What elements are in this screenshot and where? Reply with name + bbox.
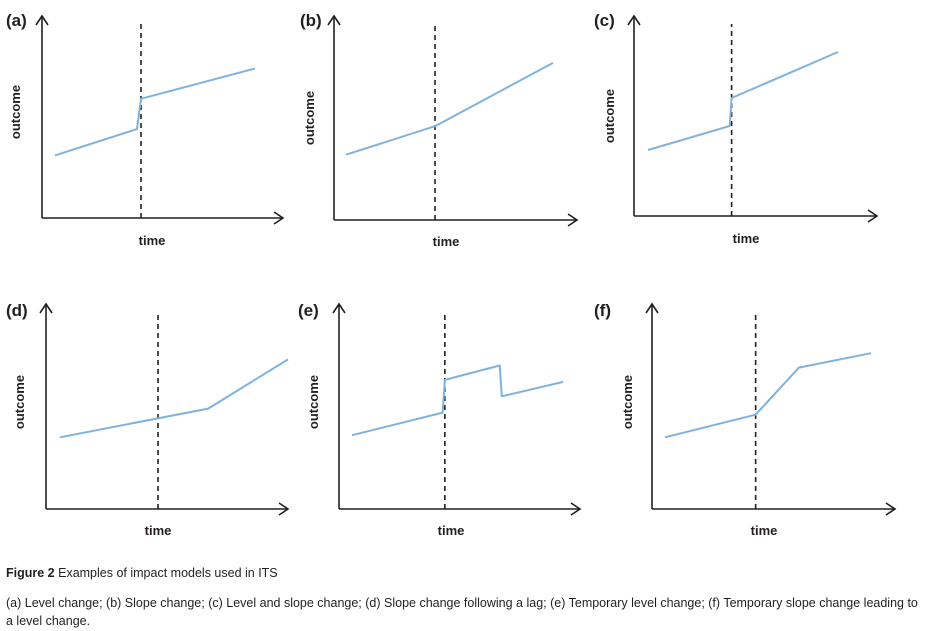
panel-label: (e)	[298, 301, 319, 320]
panel-d: (d) time outcome	[6, 301, 290, 538]
y-axis-label: outcome	[306, 375, 321, 429]
panel-f: (f) time outcome	[594, 301, 897, 538]
y-axis-arrowhead	[35, 14, 49, 26]
x-axis-label: time	[433, 234, 460, 249]
y-axis-arrowhead	[645, 302, 659, 314]
series-line	[647, 51, 839, 151]
y-axis-arrowhead	[327, 14, 341, 26]
series-line	[664, 352, 872, 439]
panel-c: (c) time outcome	[594, 11, 879, 246]
x-axis-label: time	[438, 523, 465, 538]
series-line	[351, 364, 564, 437]
caption-title-row: Figure 2 Examples of impact models used …	[6, 564, 918, 582]
x-axis-label: time	[751, 523, 778, 538]
figure-caption: Figure 2 Examples of impact models used …	[6, 564, 918, 630]
caption-title: Examples of impact models used in ITS	[58, 566, 278, 580]
y-axis-label: outcome	[8, 85, 23, 139]
panel-a: (a) time outcome	[6, 11, 285, 248]
x-axis-arrowhead	[567, 213, 579, 227]
caption-figure-number: Figure 2	[6, 566, 55, 580]
x-axis-label: time	[139, 233, 166, 248]
x-axis-label: time	[145, 523, 172, 538]
x-axis-arrowhead	[278, 502, 290, 516]
y-axis-label: outcome	[620, 375, 635, 429]
panel-label: (f)	[594, 301, 611, 320]
panel-label: (b)	[300, 11, 322, 30]
series-line	[59, 358, 289, 439]
x-axis-arrowhead	[273, 211, 285, 225]
panel-label: (d)	[6, 301, 28, 320]
caption-description: (a) Level change; (b) Slope change; (c) …	[6, 596, 918, 628]
x-axis-arrowhead	[867, 209, 879, 223]
y-axis-arrowhead	[332, 302, 346, 314]
x-axis-arrowhead	[885, 502, 897, 516]
y-axis-arrowhead	[39, 302, 53, 314]
panel-b: (b) time outcome	[300, 11, 579, 249]
panel-e: (e) time outcome	[298, 301, 582, 538]
panel-label: (a)	[6, 11, 27, 30]
x-axis-label: time	[733, 231, 760, 246]
series-line	[54, 67, 256, 157]
figure-panels: (a) time outcome (b) time outcome (c) time outco…	[6, 11, 897, 538]
x-axis-arrowhead	[570, 502, 582, 516]
series-line	[345, 62, 554, 156]
y-axis-label: outcome	[302, 91, 317, 145]
y-axis-arrowhead	[627, 14, 641, 26]
y-axis-label: outcome	[602, 89, 617, 143]
panel-label: (c)	[594, 11, 615, 30]
y-axis-label: outcome	[12, 375, 27, 429]
